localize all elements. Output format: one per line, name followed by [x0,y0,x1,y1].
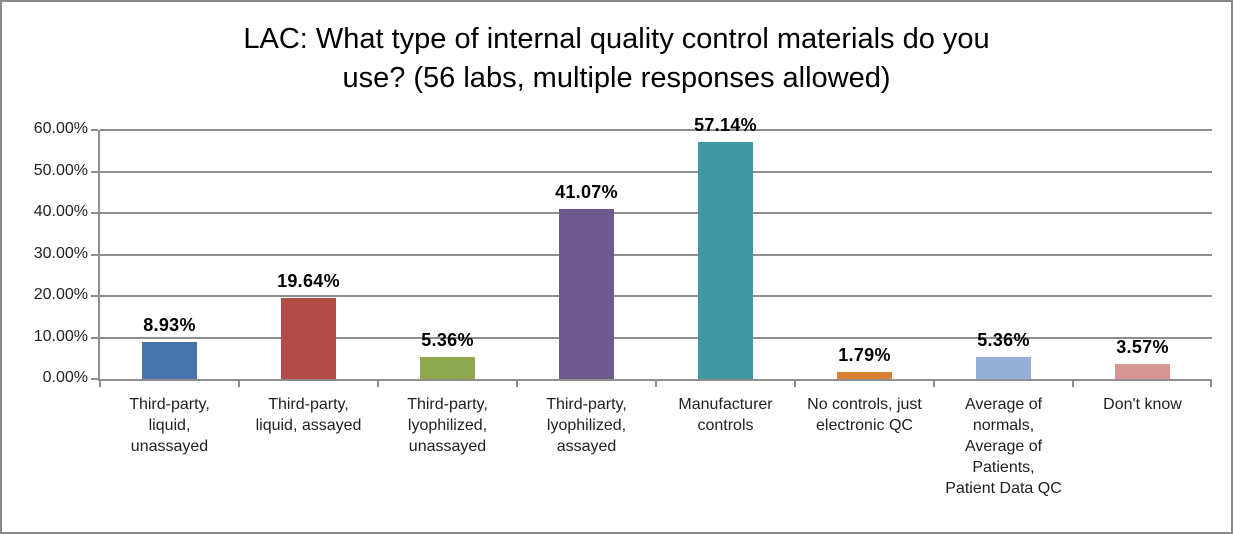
bar [142,341,197,379]
y-axis-tick [91,129,98,131]
y-tick-label: 20.00% [33,286,88,303]
bar [559,208,614,379]
y-tick-label: 40.00% [33,203,88,220]
y-axis-tick [91,295,98,297]
x-axis-tick [516,381,518,387]
gridline [100,253,1212,256]
y-axis-tick [91,253,98,256]
bar-value-label: 8.93% [143,314,196,335]
bar-value-label: 1.79% [838,344,891,365]
bar-value-label: 57.14% [694,114,757,135]
x-category-label: No controls, just electronic QC [807,396,922,434]
x-category-label: Manufacturer controls [678,396,773,434]
bar [698,141,753,379]
bar-value-label: 19.64% [277,270,340,291]
bar-value-label: 5.36% [421,329,474,350]
x-axis-tick [377,381,379,387]
y-axis-tick [91,212,98,214]
bar [837,371,892,379]
bar [420,356,475,379]
bar [976,356,1031,379]
x-axis-tick [1072,381,1074,387]
bar-value-label: 5.36% [977,329,1030,350]
bar-value-label: 41.07% [555,181,618,202]
x-axis-tick [1210,381,1212,387]
y-axis-tick [91,170,98,173]
y-tick-label: 50.00% [33,161,88,179]
gridline [100,129,1212,131]
x-axis-labels: Third-party, liquid, unassayed Third-part… [100,394,1212,532]
y-tick-label: 10.00% [33,327,88,345]
x-category-label: Third-party, lyophilized, assayed [546,396,627,455]
x-category-label: Third-party, lyophilized, unassayed [407,396,488,455]
y-axis-tick [91,336,98,339]
x-category-label: Third-party, liquid, assayed [255,396,362,434]
x-axis-tick [238,381,240,387]
x-category-label: Don't know [1103,396,1182,413]
y-tick-label: 30.00% [33,244,88,262]
y-tick-label: 0.00% [42,369,88,386]
x-category-label: Average of normals, Average of Patients,… [945,396,1062,497]
bar [281,297,336,379]
bar-value-label: 3.57% [1116,337,1169,358]
chart-title: LAC: What type of internal quality contr… [243,23,990,94]
y-axis-tick [91,378,98,380]
plot-area: 8.93% 19.64% 5.36% 41.07% 57.14% 1.79% 5.36% 3.… [91,115,1212,387]
x-axis-tick [794,381,796,387]
gridline [100,295,1212,297]
gridline [100,212,1212,214]
gridline [100,170,1212,173]
x-axis-tick [99,381,101,387]
x-axis-tick [933,381,935,387]
gridline [100,336,1212,339]
y-tick-label: 60.00% [33,120,88,137]
x-axis-tick [655,381,657,387]
x-category-label: Third-party, liquid, unassayed [129,396,210,455]
bar [1115,364,1170,379]
